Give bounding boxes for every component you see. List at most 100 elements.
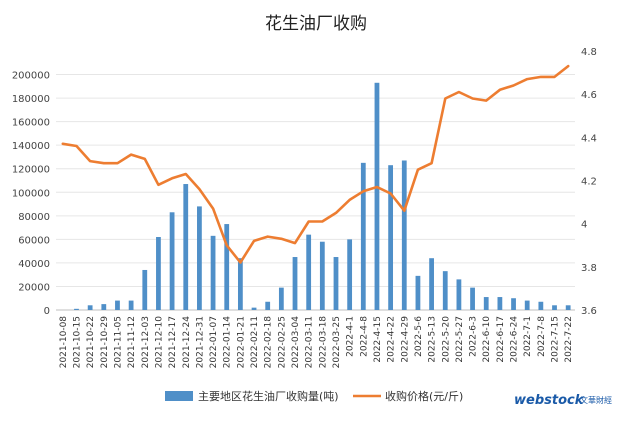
line-series xyxy=(61,64,570,264)
bar xyxy=(483,297,489,310)
left-tick-label: 60000 xyxy=(18,235,50,246)
bar xyxy=(142,269,148,310)
left-tick-label: 80000 xyxy=(18,212,50,223)
right-tick-label: 4.2 xyxy=(581,177,597,188)
x-tick-label: 2022-03-11 xyxy=(305,316,315,368)
bar xyxy=(360,162,366,310)
x-tick-label: 2022-4-15 xyxy=(373,316,383,363)
x-tick-label: 2022-01-07 xyxy=(209,316,219,368)
left-tick-label: 180000 xyxy=(12,94,50,105)
x-tick-label: 2021-12-31 xyxy=(195,316,205,368)
x-tick-label: 2022-7-15 xyxy=(551,316,561,363)
bar xyxy=(415,275,421,310)
bar xyxy=(511,298,516,310)
right-tick-label: 4 xyxy=(581,220,587,231)
bar xyxy=(456,279,462,310)
bar xyxy=(87,305,93,310)
bar xyxy=(278,287,284,310)
bar xyxy=(237,258,243,310)
legend-line-label: 收购价格(元/斤) xyxy=(385,389,463,403)
x-tick-label: 2022-4-8 xyxy=(359,316,369,357)
x-tick-label: 2022-02-25 xyxy=(277,316,287,368)
x-tick-label: 2021-12-10 xyxy=(154,316,164,369)
left-tick-label: 160000 xyxy=(12,118,50,129)
bar xyxy=(319,241,325,310)
left-tick-label: 100000 xyxy=(12,188,50,199)
watermark: webstock 文華財經 xyxy=(514,393,612,408)
right-tick-label: 3.6 xyxy=(581,306,597,317)
bar xyxy=(306,234,312,310)
bar xyxy=(374,82,380,310)
right-tick-label: 4.8 xyxy=(581,47,597,58)
x-tick-label: 2022-03-25 xyxy=(332,316,342,368)
bar xyxy=(552,305,557,310)
x-tick-label: 2021-12-17 xyxy=(168,316,178,368)
watermark-cn: 文華財經 xyxy=(580,395,612,405)
price-line xyxy=(61,64,570,264)
x-tick-label: 2022-02-18 xyxy=(264,316,274,369)
bar xyxy=(347,239,353,310)
x-tick-label: 2021-12-03 xyxy=(141,316,151,368)
x-tick-label: 2021-10-15 xyxy=(73,316,83,368)
right-axis-ticks: 3.6 3.8 4 4.2 4.4 4.6 4.8 xyxy=(581,47,597,317)
bar xyxy=(524,300,530,310)
x-tick-label: 2022-4-1 xyxy=(346,316,356,357)
right-tick-label: 3.8 xyxy=(581,263,597,274)
bar xyxy=(251,307,257,310)
x-tick-label: 2022-5-20 xyxy=(441,316,451,363)
bar xyxy=(470,287,475,310)
bar xyxy=(210,235,216,310)
left-tick-label: 40000 xyxy=(18,259,50,270)
x-tick-label: 2021-10-29 xyxy=(100,316,110,369)
x-tick-label: 2022-6-24 xyxy=(510,316,520,363)
gridlines xyxy=(56,74,575,311)
bar xyxy=(497,297,503,310)
x-tick-label: 2022-5-6 xyxy=(414,316,424,357)
bar xyxy=(128,300,134,310)
bar xyxy=(197,206,202,310)
x-tick-label: 2021-12-24 xyxy=(182,316,192,369)
x-tick-label: 2022-7-1 xyxy=(523,316,533,357)
x-tick-label: 2021-10-08 xyxy=(59,316,69,369)
x-tick-label: 2022-7-8 xyxy=(537,316,547,357)
chart-title: 花生油厂收购 xyxy=(265,14,367,34)
x-tick-label: 2022-6-10 xyxy=(482,316,492,363)
legend-bar-swatch xyxy=(165,391,193,401)
bar xyxy=(333,257,339,310)
bar xyxy=(265,301,271,310)
x-tick-label: 2021-11-05 xyxy=(114,316,124,368)
x-tick-label: 2022-5-13 xyxy=(428,316,438,363)
bar xyxy=(74,308,79,310)
left-tick-label: 20000 xyxy=(18,282,50,293)
x-tick-label: 2022-03-18 xyxy=(318,316,328,369)
x-tick-label: 2021-11-12 xyxy=(127,316,137,368)
x-tick-label: 2022-01-21 xyxy=(236,316,246,368)
x-tick-label: 2022-5-27 xyxy=(455,316,465,363)
bar xyxy=(224,224,230,310)
watermark-brand: webstock xyxy=(514,393,585,408)
left-tick-label: 140000 xyxy=(12,141,50,152)
x-tick-label: 2022-7-22 xyxy=(564,316,574,363)
x-tick-label: 2021-10-22 xyxy=(86,316,96,368)
x-tick-label: 2022-02-11 xyxy=(250,316,260,368)
bar xyxy=(101,304,107,310)
right-tick-label: 4.4 xyxy=(581,133,597,144)
left-tick-label: 200000 xyxy=(12,71,50,82)
bar xyxy=(183,184,189,310)
x-tick-label: 2022-03-04 xyxy=(291,316,301,369)
bar xyxy=(565,305,571,310)
bar xyxy=(169,212,175,310)
right-tick-label: 4.6 xyxy=(581,90,597,101)
left-tick-label: 120000 xyxy=(12,165,50,176)
bar-series xyxy=(74,82,571,310)
bar xyxy=(538,301,544,310)
left-axis-ticks: 0 20000 40000 60000 80000 100000 120000 140000 1… xyxy=(12,71,50,317)
x-tick-label: 2022-6-3 xyxy=(469,316,479,357)
x-tick-label: 2022-6-17 xyxy=(496,316,506,363)
x-axis-ticks: 2021-10-08 2021-10-15 2021-10-22 2021-10-29… xyxy=(59,316,574,369)
left-tick-label: 0 xyxy=(44,306,50,317)
x-tick-label: 2022-4-22 xyxy=(387,316,397,363)
bar xyxy=(429,258,434,310)
